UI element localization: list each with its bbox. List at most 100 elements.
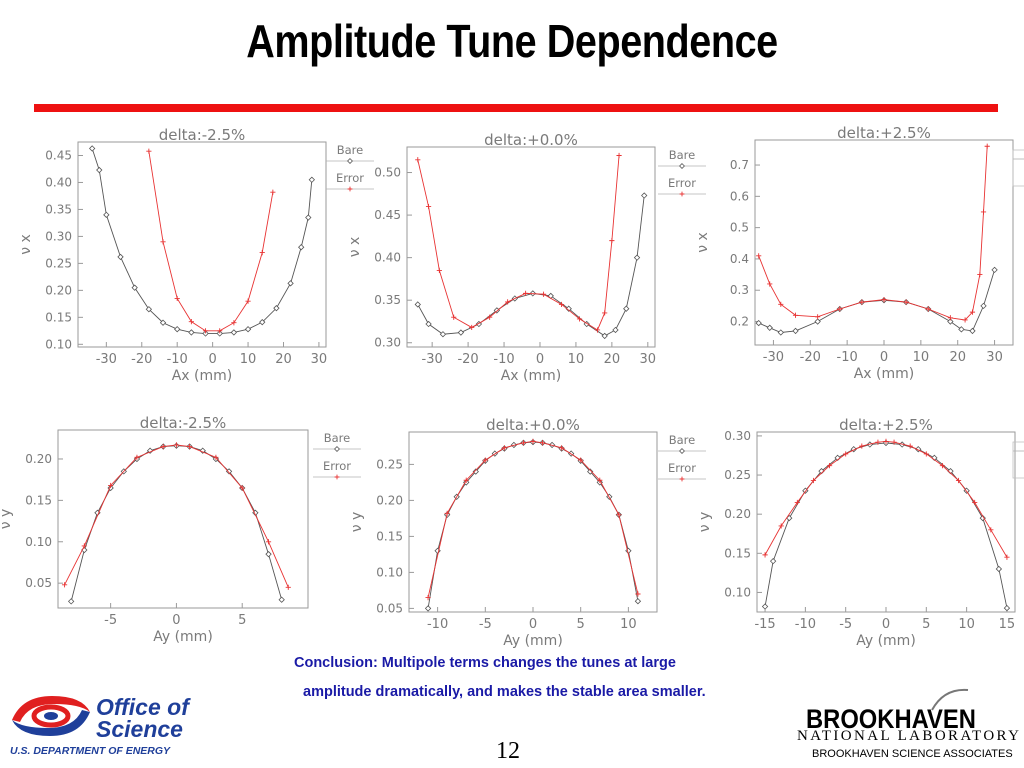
x-tick-label: 5 (922, 617, 930, 632)
data-point-error (469, 324, 475, 331)
office-of-science-logo (12, 696, 90, 736)
data-point-error (451, 314, 457, 320)
data-point-error (217, 328, 223, 334)
y-tick-label: 0.05 (25, 576, 52, 590)
x-tick-label: -10 (427, 617, 448, 632)
x-tick-label: -10 (493, 352, 514, 367)
x-tick-label: 10 (568, 352, 585, 367)
legend-box-clipped (1012, 441, 1024, 479)
y-tick-label: 0.30 (374, 336, 401, 350)
data-point-bare (979, 514, 986, 522)
data-point-error (602, 310, 608, 316)
x-tick-label: 30 (986, 350, 1003, 365)
data-point-bare (265, 551, 272, 558)
data-point-bare (969, 327, 976, 335)
data-point-bare (425, 320, 432, 328)
data-point-error (576, 316, 583, 322)
data-point-error (415, 157, 421, 163)
data-point-error (505, 299, 511, 305)
data-point-bare (146, 447, 154, 454)
data-point-bare (414, 301, 421, 308)
x-tick-label: 10 (958, 617, 975, 632)
data-point-bare (634, 598, 642, 605)
x-tick-label: 0 (880, 350, 888, 365)
x-tick-label: 20 (949, 350, 966, 365)
legend-marker-error (334, 474, 340, 480)
title-underline-bar (34, 104, 998, 112)
data-point-error (463, 477, 469, 483)
chart-ax-delta-plus: delta:+2.5% -30 -20 -10 0 10 20 30 0.2 0.3 0.4 0.5 0… (695, 124, 1024, 382)
legend-marker-bare (347, 158, 353, 164)
x-axis-label: Ax (mm) (172, 368, 233, 384)
data-point-error (778, 523, 784, 529)
data-point-error (826, 463, 833, 469)
x-tick-label: 20 (275, 352, 292, 367)
y-axis-label: ν y (349, 512, 365, 533)
data-point-bare (814, 318, 821, 325)
data-point-error (530, 438, 536, 444)
data-point-error (174, 295, 180, 302)
data-point-bare (287, 280, 294, 287)
series-line-error (64, 444, 289, 588)
data-point-error (558, 301, 565, 308)
series-line-error (417, 155, 620, 331)
y-tick-label: 0.40 (374, 251, 401, 265)
y-axis-label: ν y (697, 512, 713, 533)
data-point-bare (1003, 604, 1011, 612)
doe-label: U.S. DEPARTMENT OF ENERGY (10, 745, 171, 757)
bnl-swoosh-icon (931, 688, 969, 711)
conclusion-line-1: Conclusion: Multipole terms changes the … (294, 655, 676, 671)
data-point-error (947, 315, 953, 321)
y-tick-label: 0.3 (730, 283, 749, 297)
data-point-bare (457, 329, 465, 336)
data-point-error (444, 510, 450, 516)
data-point-error (925, 306, 931, 312)
data-point-bare (273, 304, 280, 312)
data-point-error (810, 477, 817, 484)
data-point-error (609, 238, 615, 244)
x-tick-label: 0 (172, 613, 180, 628)
plot-frame (77, 141, 327, 348)
y-tick-label: 0.10 (724, 585, 751, 599)
data-point-error (270, 189, 276, 195)
x-tick-label: 0 (529, 617, 537, 632)
legend-label: Bare (669, 433, 696, 447)
data-point-bare (96, 166, 103, 174)
legend-label: Error (323, 459, 351, 473)
data-point-bare (755, 319, 762, 327)
y-tick-label: 0.30 (724, 429, 751, 443)
data-point-error (523, 290, 529, 296)
slide-title: Amplitude Tune Dependence (246, 15, 778, 67)
y-tick-label: 0.45 (45, 148, 72, 162)
data-point-error (578, 457, 584, 463)
y-tick-label: 0.30 (45, 229, 72, 243)
data-point-bare (230, 329, 238, 336)
y-tick-label: 0.25 (45, 256, 72, 270)
y-tick-label: 0.5 (730, 221, 749, 235)
x-tick-label: 5 (238, 613, 246, 628)
data-point-error (972, 499, 978, 506)
data-point-error (188, 319, 194, 325)
x-tick-label: 10 (620, 617, 637, 632)
y-tick-label: 0.20 (376, 493, 403, 507)
data-point-bare (995, 565, 1003, 573)
data-point-error (923, 451, 929, 457)
x-axis-label: Ay (mm) (503, 633, 563, 649)
x-tick-label: -20 (457, 352, 478, 367)
series-line-error (427, 440, 639, 598)
legend-marker-bare (679, 448, 685, 454)
legend-marker-error (679, 191, 685, 197)
data-point-bare (769, 557, 777, 565)
series-line-error (764, 440, 1008, 558)
data-point-bare (633, 254, 641, 261)
data-point-error (1004, 554, 1010, 560)
data-point-error (955, 477, 962, 484)
page-number: 12 (496, 738, 520, 764)
bnl-name: BROOKHAVEN (806, 704, 976, 734)
data-point-error (259, 249, 265, 256)
data-point-error (213, 454, 219, 460)
data-point-error (794, 499, 800, 506)
data-point-bare (850, 446, 857, 453)
data-point-error (815, 314, 821, 320)
data-point-error (146, 148, 152, 154)
